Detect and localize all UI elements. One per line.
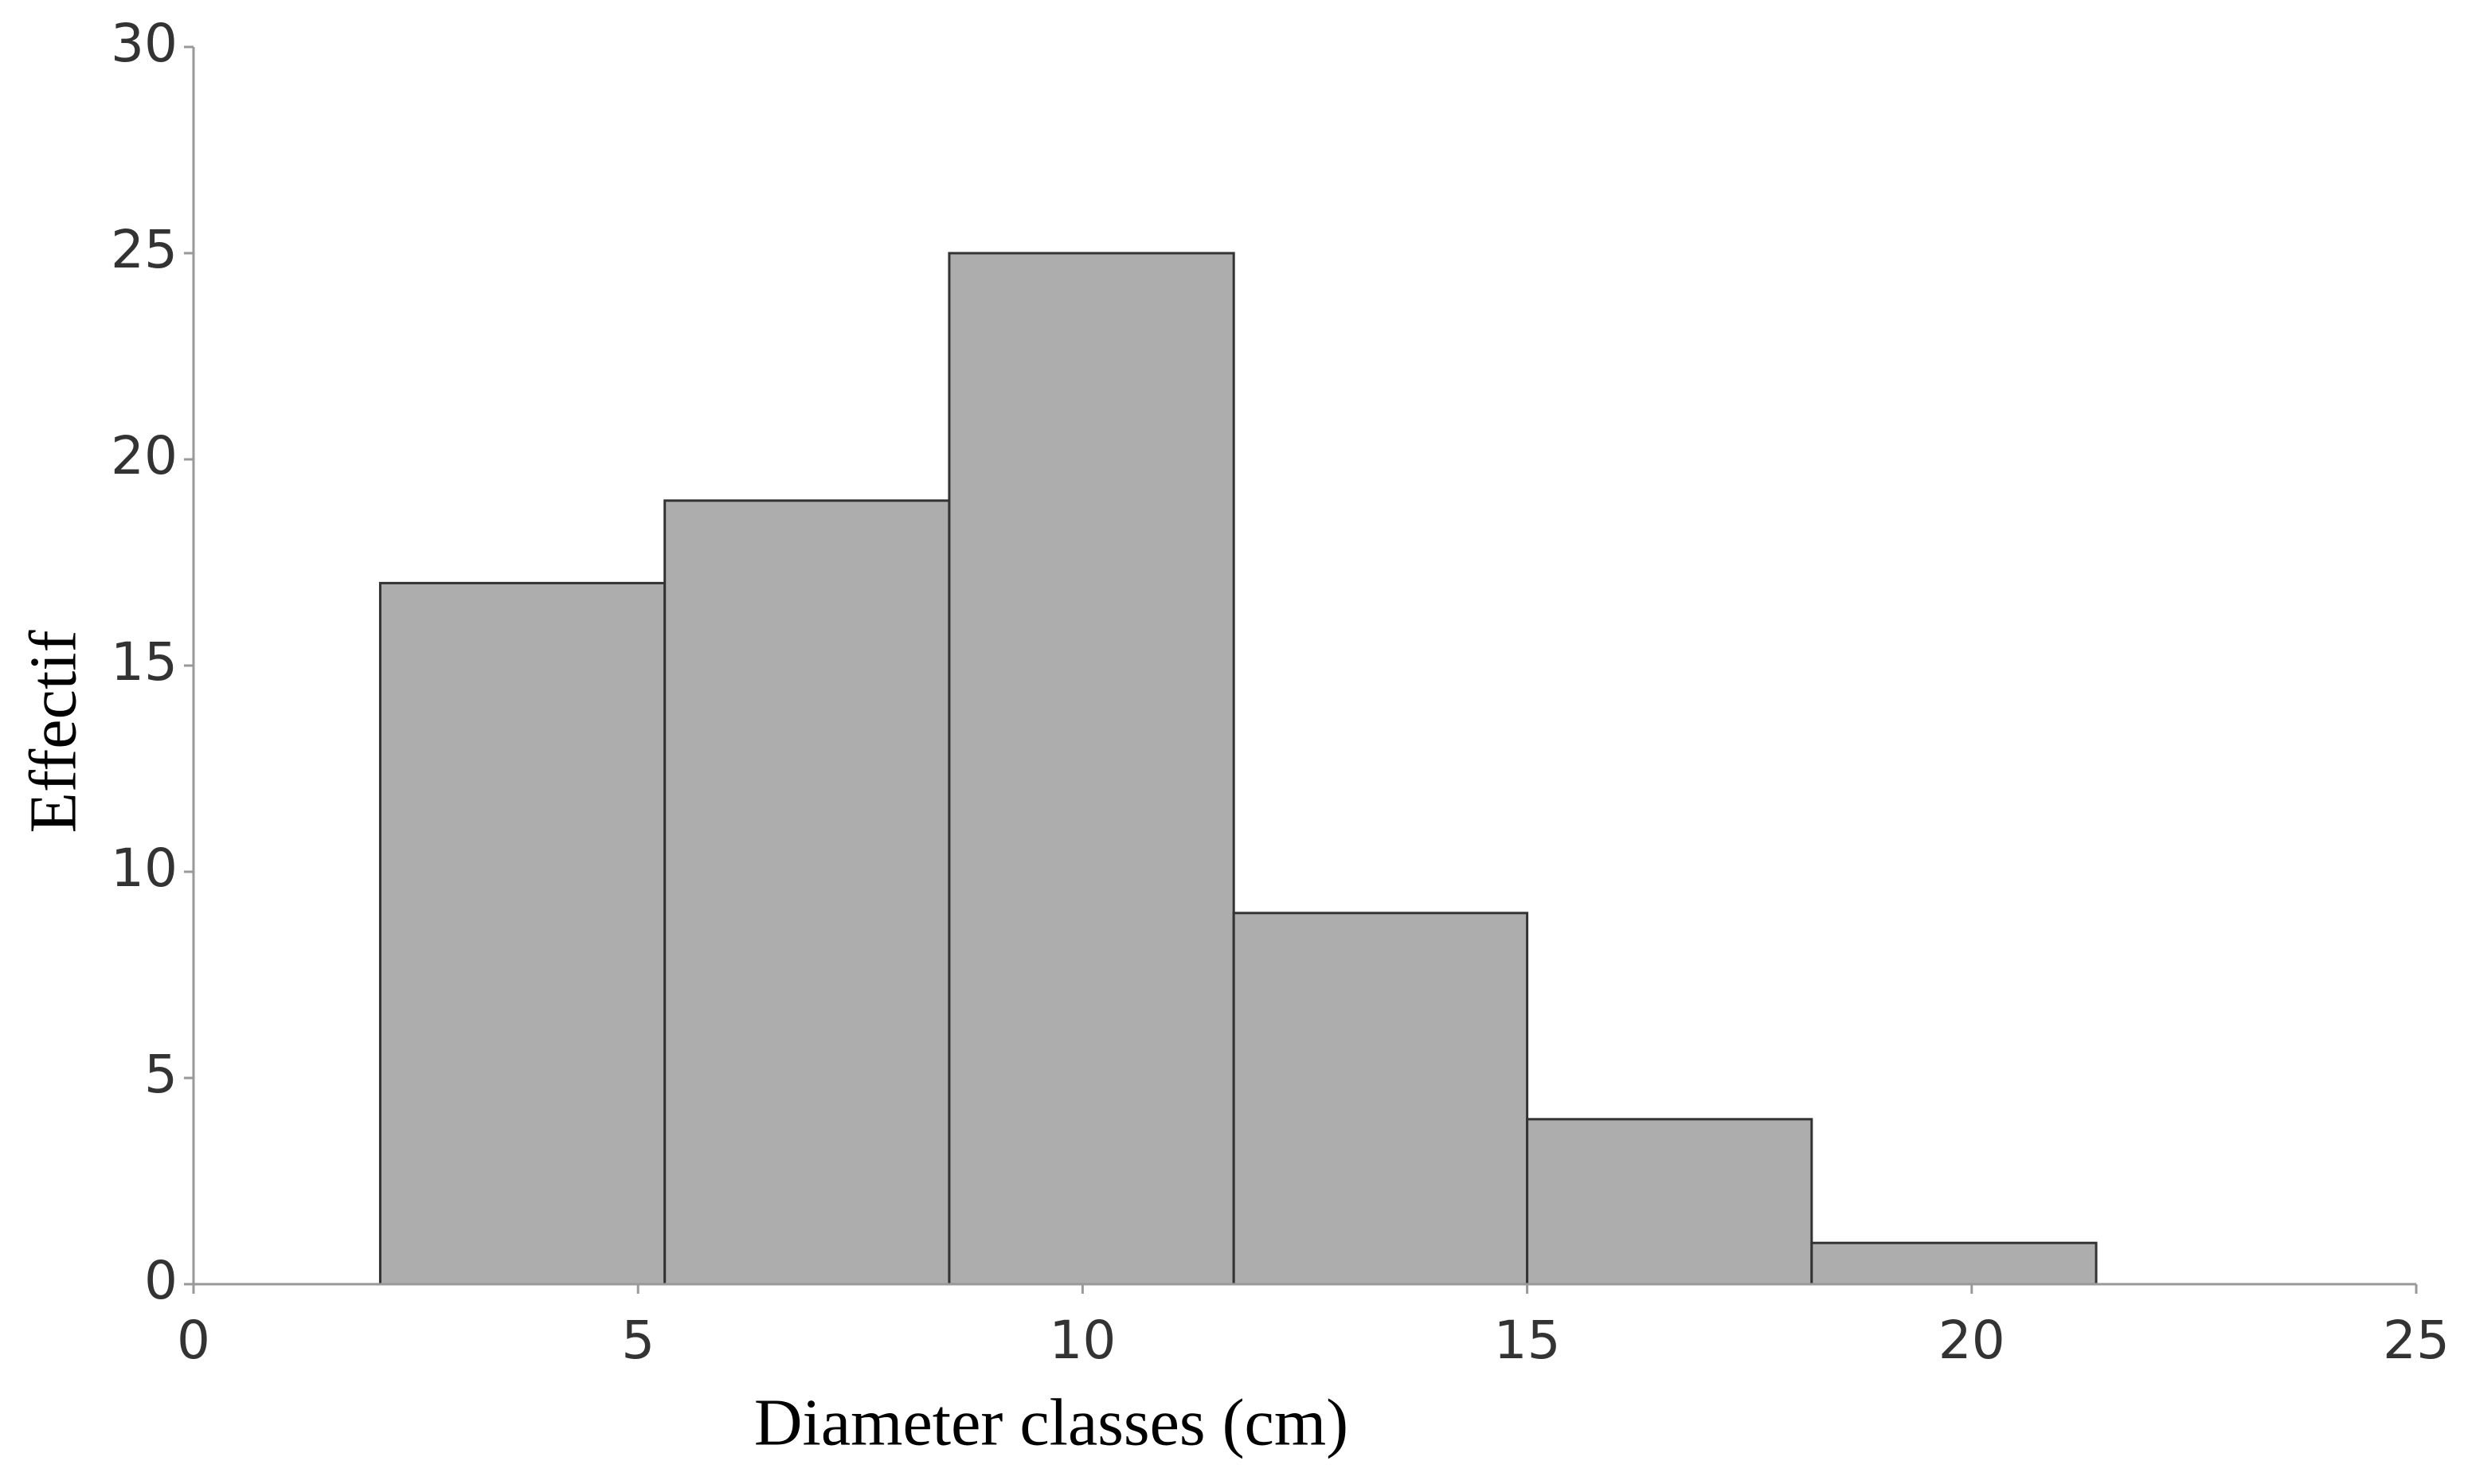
x-tick-label: 25 [2383, 1310, 2450, 1371]
y-tick-label: 20 [111, 425, 178, 486]
x-tick-label: 10 [1049, 1310, 1116, 1371]
y-tick-label: 0 [144, 1250, 178, 1311]
y-tick-label: 10 [111, 838, 178, 899]
y-tick-label: 25 [111, 219, 178, 280]
bar [378, 581, 667, 1286]
x-tick-label: 15 [1494, 1310, 1561, 1371]
bar [1232, 912, 1529, 1286]
bar [1526, 1118, 1813, 1286]
bar [663, 499, 951, 1286]
y-axis-label: Effectif [16, 630, 90, 833]
bar [948, 252, 1235, 1286]
y-tick-label: 15 [111, 631, 178, 693]
x-tick-label: 5 [621, 1310, 655, 1371]
x-axis-label: Diameter classes (cm) [754, 1385, 1348, 1459]
bar [1810, 1241, 2098, 1286]
y-tick-label: 5 [144, 1044, 178, 1105]
x-tick-label: 0 [177, 1310, 210, 1371]
x-tick-label: 20 [1938, 1310, 2005, 1371]
y-tick-label: 30 [111, 13, 178, 74]
